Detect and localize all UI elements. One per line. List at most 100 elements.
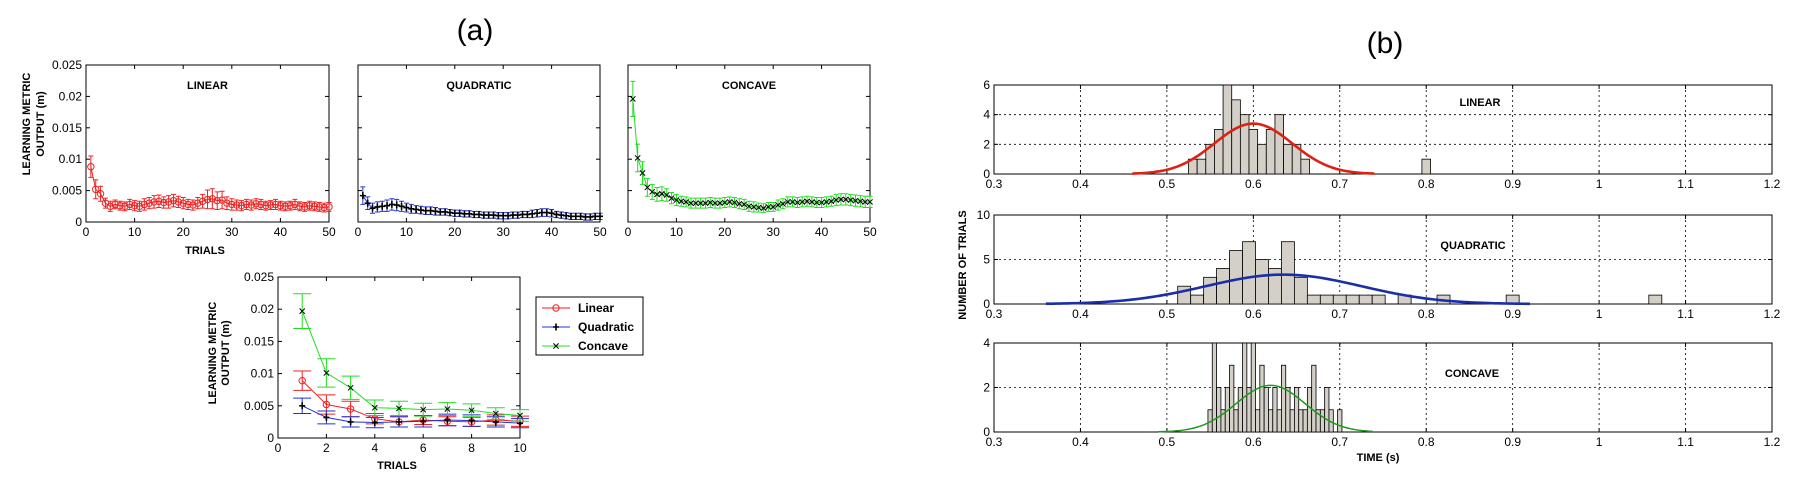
b-linear-ytick-label: 2 bbox=[983, 137, 990, 151]
a-concave-point bbox=[818, 199, 825, 206]
a-linear-point bbox=[228, 200, 236, 209]
a-linear-point bbox=[174, 198, 183, 206]
a-linear-point bbox=[145, 199, 153, 207]
a-linear-point bbox=[325, 203, 333, 211]
a-combined-concave-point bbox=[517, 412, 523, 419]
b-quadratic-bar bbox=[1255, 259, 1269, 305]
b-quadratic-ytick-label: 0 bbox=[983, 297, 990, 311]
b-quadratic-fit-curve bbox=[1045, 273, 1530, 306]
a-concave-point bbox=[658, 190, 665, 197]
a-quadratic-chart: 0 10 20 30 40 50 QUADRATIC bbox=[355, 64, 607, 239]
a-concave-point bbox=[639, 170, 646, 176]
b-concave-title: CONCAVE bbox=[1445, 368, 1499, 380]
a-concave-point bbox=[813, 199, 820, 206]
a-linear-point bbox=[266, 201, 275, 209]
a-quadratic-axes bbox=[357, 64, 601, 223]
a-linear-errorbar bbox=[229, 198, 235, 211]
a-linear-errorbar bbox=[175, 195, 181, 209]
a-linear-point bbox=[106, 202, 115, 211]
b-quadratic-xtick-label: 0.5 bbox=[1159, 307, 1176, 321]
a-linear-errorbar bbox=[219, 190, 225, 210]
a-quadratic-point bbox=[597, 212, 603, 220]
a-linear-point bbox=[155, 197, 163, 205]
b-quadratic-xtick-label: 0.8 bbox=[1418, 307, 1435, 321]
a-linear-point bbox=[184, 200, 192, 209]
b-concave-bar bbox=[1337, 409, 1343, 433]
a-concave-point bbox=[847, 197, 854, 203]
b-quadratic-bar bbox=[1371, 294, 1386, 305]
a-concave-point bbox=[717, 200, 723, 207]
a-concave-point bbox=[755, 204, 762, 211]
a-concave-point bbox=[663, 192, 670, 198]
b-quadratic-bar bbox=[1281, 241, 1295, 305]
a-top-ylabel-line2: OUTPUT (m) bbox=[35, 91, 47, 157]
a-linear-line bbox=[90, 166, 330, 209]
a-concave-point bbox=[842, 196, 849, 203]
b-quadratic-bar bbox=[1216, 267, 1230, 305]
a-combined-concave-point bbox=[323, 370, 330, 376]
a-combined-ytick-label: 0.005 bbox=[244, 399, 274, 413]
a-combined-quadratic-point bbox=[347, 418, 354, 426]
b-concave-bar bbox=[1289, 409, 1295, 433]
a-linear-errorbar bbox=[98, 185, 104, 202]
a-concave-point bbox=[804, 198, 811, 205]
a-linear-point bbox=[150, 198, 158, 206]
plots: 0 10 20 30 40 5000.0050.010.0150.020.025LINEA… bbox=[52, 58, 1781, 455]
a-concave-point bbox=[770, 203, 777, 210]
b-concave-bar bbox=[1302, 409, 1308, 433]
a-linear-point bbox=[252, 200, 260, 208]
legend-label-linear: Linear bbox=[578, 301, 614, 315]
a-linear-point bbox=[286, 201, 294, 210]
a-combined-linear-point bbox=[298, 376, 306, 385]
a-linear-point bbox=[223, 199, 231, 207]
b-concave-bar bbox=[1250, 342, 1256, 433]
b-quadratic-bar bbox=[1332, 294, 1347, 305]
b-linear-fit-curve bbox=[1132, 122, 1375, 175]
b-linear-xtick-label: 0.5 bbox=[1159, 177, 1176, 191]
a-combined-concave-point bbox=[420, 406, 427, 413]
a-linear-point bbox=[305, 201, 314, 210]
a-concave-point bbox=[683, 198, 690, 205]
a-linear-point bbox=[271, 200, 280, 209]
a-combined-quadratic-point bbox=[323, 413, 330, 421]
b-concave-ytick-label: 0 bbox=[983, 425, 990, 439]
b-concave-bar bbox=[1311, 364, 1317, 433]
a-linear-point bbox=[296, 202, 304, 211]
b-linear-xtick-label: 0.6 bbox=[1245, 177, 1262, 191]
b-concave-xtick-label: 0.7 bbox=[1331, 435, 1348, 449]
b-concave-xtick-label: 1 bbox=[1596, 435, 1603, 449]
a-combined-ytick-label: 0.025 bbox=[244, 270, 274, 284]
a-linear-point bbox=[135, 202, 144, 211]
b-linear-xtick-label: 1.1 bbox=[1677, 177, 1694, 191]
a-top-ylabel-line1: LEARNING METRIC bbox=[21, 73, 33, 176]
b-linear-bar bbox=[1421, 158, 1431, 175]
a-combined-ytick-label: 0 bbox=[267, 431, 274, 445]
b-quadratic-xtick-label: 1.1 bbox=[1677, 307, 1694, 321]
a-concave-point bbox=[823, 198, 830, 205]
legend-marker-linear bbox=[552, 304, 560, 312]
b-quadratic-bar bbox=[1345, 294, 1360, 305]
a-linear-point bbox=[301, 203, 309, 211]
a-linear-point bbox=[232, 201, 241, 209]
b-concave-bar bbox=[1229, 364, 1235, 433]
b-linear-chart: 0.3 0.4 0.5 0.6 0.7 0.8 0.9 1 1.1 1.2 0 2 4 6 LINEAR bbox=[983, 78, 1780, 191]
a-concave-point bbox=[654, 191, 660, 198]
a-concave-point bbox=[629, 95, 636, 102]
a-quadratic-point bbox=[359, 192, 366, 200]
b-concave-xtick-label: 0.9 bbox=[1504, 435, 1521, 449]
a-concave-point bbox=[838, 196, 844, 203]
a-combined-concave-point bbox=[299, 308, 306, 315]
a-linear-point bbox=[189, 201, 197, 209]
a-linear-ytick-label: 0.015 bbox=[52, 121, 82, 135]
a-concave-point bbox=[833, 197, 840, 203]
a-combined-legend: Linear Quadratic Concave bbox=[535, 296, 644, 356]
a-concave-point bbox=[692, 200, 699, 207]
a-linear-point bbox=[315, 203, 323, 211]
b-concave-xtick-label: 0.3 bbox=[986, 435, 1003, 449]
a-combined-linear-point bbox=[346, 405, 355, 413]
b-concave-bar bbox=[1242, 342, 1248, 433]
a-linear-xtick-label: 50 bbox=[322, 225, 336, 239]
a-concave-point bbox=[765, 203, 772, 210]
a-linear-point bbox=[310, 202, 319, 211]
a-concave-point bbox=[799, 198, 806, 205]
